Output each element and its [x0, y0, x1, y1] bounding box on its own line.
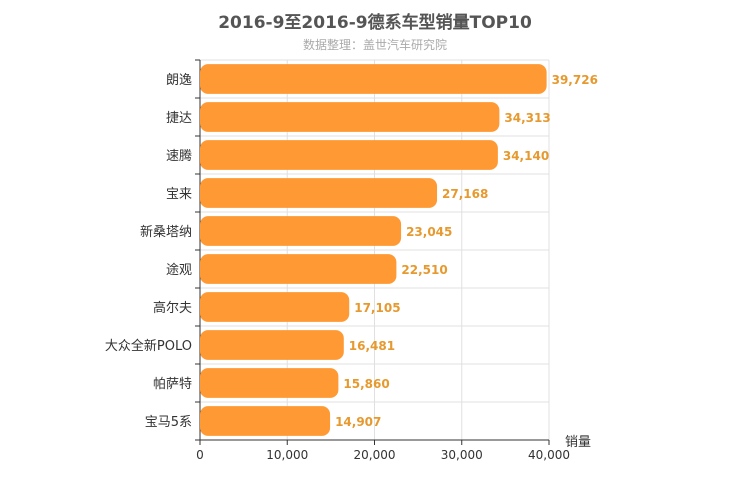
category-label: 大众全新POLO — [105, 338, 192, 354]
x-tick-label: 30,000 — [441, 448, 483, 462]
bar — [200, 292, 350, 322]
bar-value-label: 23,045 — [406, 225, 452, 239]
bar-value-label: 14,907 — [335, 415, 381, 429]
category-label: 帕萨特 — [153, 377, 192, 392]
bar — [200, 140, 498, 170]
category-label: 宝来 — [166, 187, 192, 202]
category-label: 高尔夫 — [153, 300, 192, 316]
bar-value-label: 27,168 — [442, 187, 488, 201]
x-tick-label: 0 — [196, 448, 204, 462]
bar-value-label: 22,510 — [401, 263, 447, 277]
bar-value-label: 15,860 — [343, 377, 389, 391]
bar — [200, 216, 402, 246]
bar — [200, 406, 331, 436]
bar-value-label: 34,313 — [504, 111, 550, 125]
category-label: 速腾 — [166, 148, 192, 164]
bar — [200, 178, 438, 208]
bar — [200, 64, 547, 94]
chart-title: 2016-9至2016-9德系车型销量TOP10 — [218, 13, 532, 33]
x-tick-label: 40,000 — [528, 448, 570, 462]
category-label: 朗逸 — [166, 73, 192, 88]
x-axis-title: 销量 — [565, 435, 591, 450]
x-tick-label: 10,000 — [266, 448, 308, 462]
bar-value-label: 39,726 — [552, 73, 598, 87]
category-label: 新桑塔纳 — [140, 224, 192, 240]
bar — [200, 368, 339, 398]
bar — [200, 330, 344, 360]
bar — [200, 254, 397, 284]
bar-value-label: 34,140 — [503, 149, 549, 163]
category-label: 捷达 — [166, 111, 192, 126]
category-label: 宝马5系 — [145, 415, 192, 430]
chart-subtitle: 数据整理：盖世汽车研究院 — [302, 38, 447, 52]
bar-value-label: 17,105 — [354, 301, 400, 315]
category-label: 途观 — [166, 262, 192, 278]
x-tick-label: 20,000 — [354, 448, 396, 462]
bar — [200, 102, 500, 132]
bar-value-label: 16,481 — [349, 339, 395, 353]
